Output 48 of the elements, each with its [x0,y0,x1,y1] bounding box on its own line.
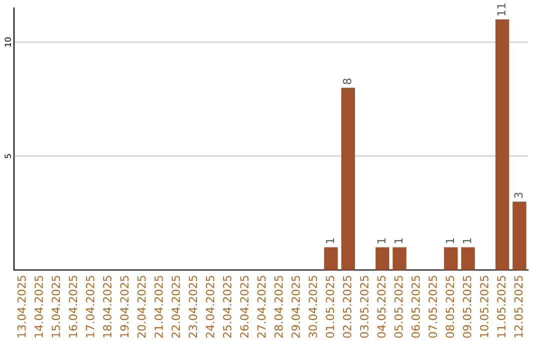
data-label: 1 [446,238,454,244]
x-tick-label: 21.04.2025 [154,276,163,338]
x-tick-label: 07.05.2025 [428,276,437,338]
x-tick-label: 23.04.2025 [188,276,198,338]
x-tick-label: 30.04.2025 [308,276,318,338]
x-tick-label: 10.05.2025 [480,276,488,338]
x-tick-label: 20.04.2025 [137,276,146,338]
y-tick-label: 10 [4,37,11,47]
x-tick-label: 08.05.2025 [446,276,454,338]
x-tick-label: 12.05.2025 [514,276,523,338]
x-tick-label: 19.04.2025 [120,276,129,338]
x-tick-label: 13.04.2025 [17,276,26,338]
x-tick-label: 25.04.2025 [222,276,232,338]
bar [512,202,526,270]
bar [376,247,390,270]
x-tick-label: 18.04.2025 [103,276,112,338]
x-tick-label: 11.05.2025 [497,276,506,338]
bar [495,19,510,270]
bar [341,88,355,270]
x-tick-label: 04.05.2025 [377,276,386,338]
x-tick-label: 22.04.2025 [172,276,180,338]
x-tick-label: 27.04.2025 [257,276,266,338]
data-label: 8 [342,78,352,84]
bar [444,247,458,270]
x-tick-label: 09.05.2025 [462,276,472,338]
y-tick-label: 5 [4,154,11,158]
x-tick-label: 01.05.2025 [326,276,334,338]
x-tick-label: 24.04.2025 [206,276,214,338]
bar [392,247,406,270]
bar [461,247,475,270]
data-label: 1 [463,238,472,244]
data-label: 3 [514,192,523,198]
x-tick-label: 17.04.2025 [86,276,94,338]
x-tick-label: 05.05.2025 [394,276,403,338]
bar [324,247,338,270]
x-tick-label: 16.04.2025 [68,276,78,338]
x-tick-label: 06.05.2025 [411,276,420,338]
data-label: 1 [394,238,403,244]
x-tick-label: 03.05.2025 [360,276,368,338]
data-label: 11 [497,4,506,16]
x-tick-label: 29.04.2025 [292,276,300,338]
x-tick-label: 02.05.2025 [342,276,352,338]
x-tick-label: 15.04.2025 [52,276,60,338]
data-label: 1 [377,238,386,244]
x-tick-label: 28.04.2025 [274,276,283,338]
data-label: 1 [326,238,334,244]
x-tick-label: 14.04.2025 [34,276,43,338]
x-tick-label: 26.04.2025 [240,276,249,338]
